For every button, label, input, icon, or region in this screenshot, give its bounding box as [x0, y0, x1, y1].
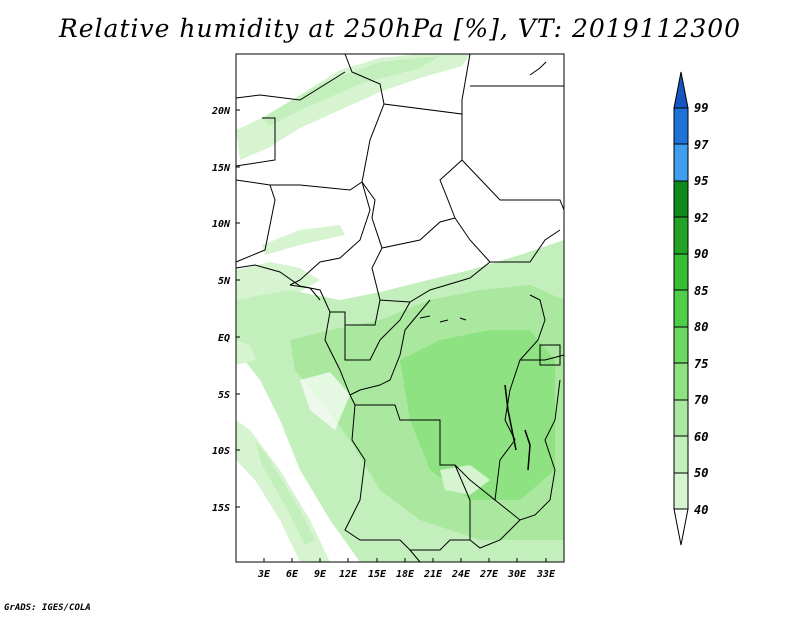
lon-label: 12E	[339, 569, 358, 580]
colorbar-segment	[673, 289, 689, 328]
lon-label: 30E	[507, 569, 527, 580]
lat-label: 15S	[212, 503, 230, 514]
longitude-axis: 3E 6E 9E 12E 15E 18E 21E 24E 27E 30E 33E	[257, 558, 556, 580]
colorbar-segment	[673, 107, 689, 145]
colorbar-label: 80	[694, 320, 708, 334]
colorbar-segment	[673, 362, 689, 401]
country-borders	[235, 53, 565, 563]
colorbar-segment	[673, 216, 689, 255]
lat-label: 5S	[218, 390, 230, 401]
colorbar-segment	[673, 180, 689, 218]
colorbar-segment	[673, 326, 689, 364]
lat-label: 10N	[212, 219, 231, 230]
lon-label: 24E	[451, 569, 471, 580]
lat-label: 5N	[218, 276, 231, 287]
colorbar-label: 50	[694, 466, 708, 480]
lon-label: 33E	[536, 569, 556, 580]
colorbar-label: 75	[694, 357, 708, 371]
lon-label: 21E	[423, 569, 443, 580]
colorbar-label: 92	[694, 211, 708, 225]
lat-label: EQ	[218, 333, 230, 344]
lon-label: 18E	[396, 569, 415, 580]
colorbar-top-arrow	[673, 71, 689, 109]
lon-label: 15E	[368, 569, 387, 580]
colorbar-segment	[673, 143, 689, 182]
colorbar-label: 60	[694, 430, 708, 444]
colorbar-label: 70	[694, 393, 708, 407]
colorbar-label: 85	[694, 284, 708, 298]
colorbar-segment	[673, 472, 689, 510]
lon-label: 6E	[286, 569, 299, 580]
colorbar-segment	[673, 435, 689, 474]
map-area	[235, 53, 565, 563]
lat-label: 10S	[212, 446, 230, 457]
lat-label: 20N	[211, 106, 231, 117]
footer-credit: GrADS: IGES/COLA	[4, 603, 91, 613]
colorbar-label: 95	[694, 174, 708, 188]
colorbar: 99 97 95 92 90 85 80 75 70 60 50 40	[673, 71, 709, 546]
lon-label: 3E	[257, 569, 271, 580]
map-title: Relative humidity at 250hPa [%], VT: 201…	[58, 14, 742, 43]
colorbar-label: 97	[694, 138, 709, 152]
lon-label: 9E	[314, 569, 327, 580]
lon-label: 27E	[479, 569, 499, 580]
map-frame	[235, 53, 565, 563]
lat-label: 15N	[212, 163, 231, 174]
colorbar-segment	[673, 399, 689, 437]
colorbar-bottom-arrow	[673, 508, 689, 546]
colorbar-label: 90	[694, 247, 708, 261]
latitude-axis: 20N 15N 10N 5N EQ 5S 10S 15S	[211, 106, 240, 514]
colorbar-label: 40	[694, 503, 708, 517]
colorbar-label: 99	[694, 101, 708, 115]
humidity-shading	[236, 54, 564, 562]
colorbar-segment	[673, 253, 689, 291]
